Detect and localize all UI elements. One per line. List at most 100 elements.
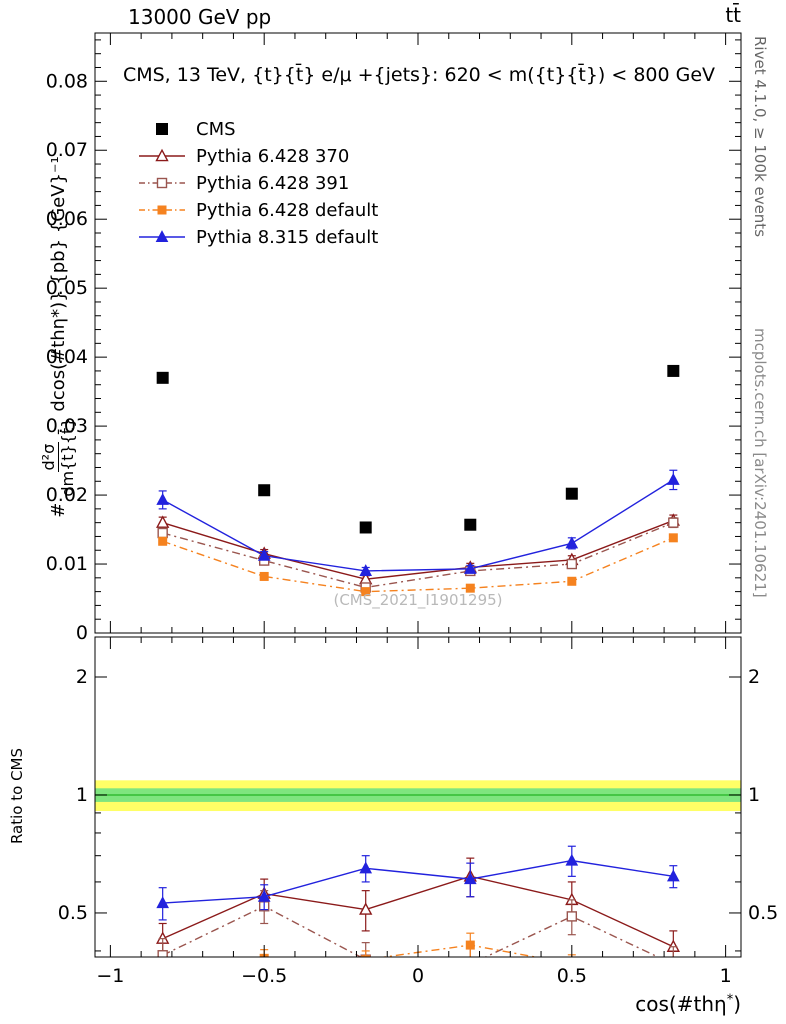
y-tick-label: 0.04 bbox=[46, 346, 88, 368]
data-point-marker bbox=[565, 487, 578, 500]
legend-item-label: Pythia 6.428 370 bbox=[196, 145, 350, 167]
y-axis-label-denominator: dm{t}{t̄} bbox=[57, 417, 77, 497]
legend-item-pythia-6-428-default: Pythia 6.428 default bbox=[138, 199, 379, 221]
x-axis-label-close: ) bbox=[733, 992, 741, 1016]
ratio-axis-label: Ratio to CMS bbox=[8, 747, 26, 845]
series-line bbox=[162, 859, 674, 904]
legend-marker-icon bbox=[139, 177, 185, 189]
x-tick-label: −0.5 bbox=[241, 965, 287, 987]
data-point-marker bbox=[157, 527, 168, 539]
series-line bbox=[162, 522, 674, 589]
y-tick-label: 0.06 bbox=[46, 208, 88, 230]
data-point-marker bbox=[158, 536, 168, 546]
plot-title: CMS, 13 TeV, {t}{t̄} e/μ +{jets}: 620 < … bbox=[122, 64, 716, 86]
data-point-marker bbox=[566, 911, 578, 922]
ratio-uncertainty-bands bbox=[95, 780, 741, 812]
data-point-marker bbox=[567, 576, 577, 586]
legend-marker-icon bbox=[139, 148, 185, 162]
series-pythia-6-428-default bbox=[158, 533, 678, 597]
series-pythia-8-315-default bbox=[156, 845, 680, 921]
beam-energy-label: 13000 GeV pp bbox=[128, 5, 272, 29]
ratio-tick-label-right: 0.5 bbox=[748, 902, 778, 924]
legend-item-label: Pythia 8.315 default bbox=[196, 226, 379, 248]
data-point-marker bbox=[566, 558, 578, 570]
ticks-and-labels: −1 −0.5 0 0.5 1 0 0.01 0.02 0.03 0.04 0.05 0.06 0.07… bbox=[46, 33, 778, 987]
legend-item-label: Pythia 6.428 391 bbox=[196, 172, 350, 194]
main-series-layer bbox=[156, 364, 680, 597]
legend-item-cms: CMS bbox=[138, 118, 378, 140]
data-point-marker bbox=[156, 896, 170, 909]
legend-marker-icon bbox=[156, 123, 168, 135]
data-point-marker bbox=[668, 533, 678, 543]
data-point-marker bbox=[666, 473, 680, 485]
y-axis-label-fraction: d²σ dm{t}{t̄} bbox=[38, 417, 77, 497]
ratio-series-layer bbox=[156, 845, 680, 973]
data-point-marker bbox=[361, 587, 371, 597]
y-tick-label: 0.07 bbox=[46, 139, 88, 161]
x-axis-label: cos(#thη*) bbox=[635, 992, 741, 1016]
legend-marker bbox=[155, 148, 169, 162]
data-point-marker bbox=[565, 853, 579, 866]
data-point-marker bbox=[668, 517, 679, 528]
x-axis-label-sup: * bbox=[726, 992, 734, 1008]
data-point-marker bbox=[565, 536, 579, 549]
x-tick-label: 1 bbox=[720, 965, 732, 987]
legend-marker-icon bbox=[139, 205, 185, 215]
legend-marker bbox=[155, 230, 169, 243]
legend-item-pythia-6-428-370: Pythia 6.428 370 bbox=[138, 145, 378, 167]
data-point-marker bbox=[257, 548, 271, 561]
data-point-marker bbox=[667, 364, 680, 377]
series-pythia-6-428-391 bbox=[157, 517, 679, 593]
analysis-watermark: (CMS_2021_I1901295) bbox=[333, 591, 503, 609]
x-tick-label: 0 bbox=[412, 965, 424, 987]
data-point-marker bbox=[465, 940, 475, 950]
series-line bbox=[162, 875, 674, 948]
data-point-marker bbox=[666, 869, 680, 882]
mcplots-arxiv-note: mcplots.cern.ch [arXiv:2401.10621] bbox=[751, 328, 769, 598]
data-point-marker bbox=[259, 571, 269, 581]
x-tick-label: −1 bbox=[96, 965, 124, 987]
series-line bbox=[162, 905, 660, 957]
data-point-marker bbox=[465, 583, 475, 593]
rivet-version-note: Rivet 4.1.0, ≥ 100k events bbox=[751, 36, 769, 238]
data-point-marker bbox=[463, 561, 477, 574]
series-line bbox=[162, 537, 674, 593]
data-point-marker bbox=[464, 518, 477, 531]
data-point-marker bbox=[156, 493, 170, 505]
data-point-marker bbox=[669, 963, 677, 971]
legend-item-label: CMS bbox=[196, 118, 236, 140]
data-point-marker bbox=[359, 521, 372, 534]
ratio-tick-label-right: 2 bbox=[748, 666, 760, 688]
y-axis-label: # d²σ dm{t}{t̄} dcos(#thη*)} {pb} {GeV}⁻… bbox=[36, 156, 80, 517]
y-tick-label: 0.02 bbox=[46, 484, 88, 506]
series-line bbox=[162, 479, 674, 572]
y-axis-label-prefix: # bbox=[47, 502, 69, 518]
series-line bbox=[162, 519, 674, 580]
data-point-marker bbox=[359, 902, 373, 915]
data-point-marker bbox=[156, 371, 169, 384]
y-axis-label-suffix: dcos(#thη*)} {pb} {GeV}⁻¹ bbox=[47, 156, 69, 412]
legend-item-pythia-8-315-default: Pythia 8.315 default bbox=[138, 226, 379, 248]
legend-item-label: Pythia 6.428 default bbox=[196, 199, 379, 221]
data-point-marker bbox=[359, 861, 373, 874]
y-tick-label: 0 bbox=[76, 622, 88, 644]
series-pythia-8-315-default bbox=[156, 469, 680, 576]
data-point-marker bbox=[156, 515, 170, 528]
ratio-tick-label-right: 1 bbox=[748, 784, 760, 806]
data-point-marker bbox=[361, 955, 371, 957]
legend-item-pythia-6-428-391: Pythia 6.428 391 bbox=[138, 172, 378, 194]
legend-marker bbox=[156, 177, 168, 189]
legend-marker-icon bbox=[139, 230, 185, 243]
legend-marker bbox=[157, 205, 167, 215]
y-tick-label: 0.03 bbox=[46, 415, 88, 437]
data-point-marker bbox=[463, 872, 477, 885]
data-point-marker bbox=[466, 960, 475, 969]
ratio-tick-label: 0.5 bbox=[58, 902, 88, 924]
y-tick-label: 0.05 bbox=[46, 277, 88, 299]
data-point-marker bbox=[159, 965, 167, 973]
y-axis-label-numerator: d²σ bbox=[38, 441, 59, 473]
ratio-tick-label: 1 bbox=[76, 784, 88, 806]
series-cms bbox=[156, 364, 680, 534]
